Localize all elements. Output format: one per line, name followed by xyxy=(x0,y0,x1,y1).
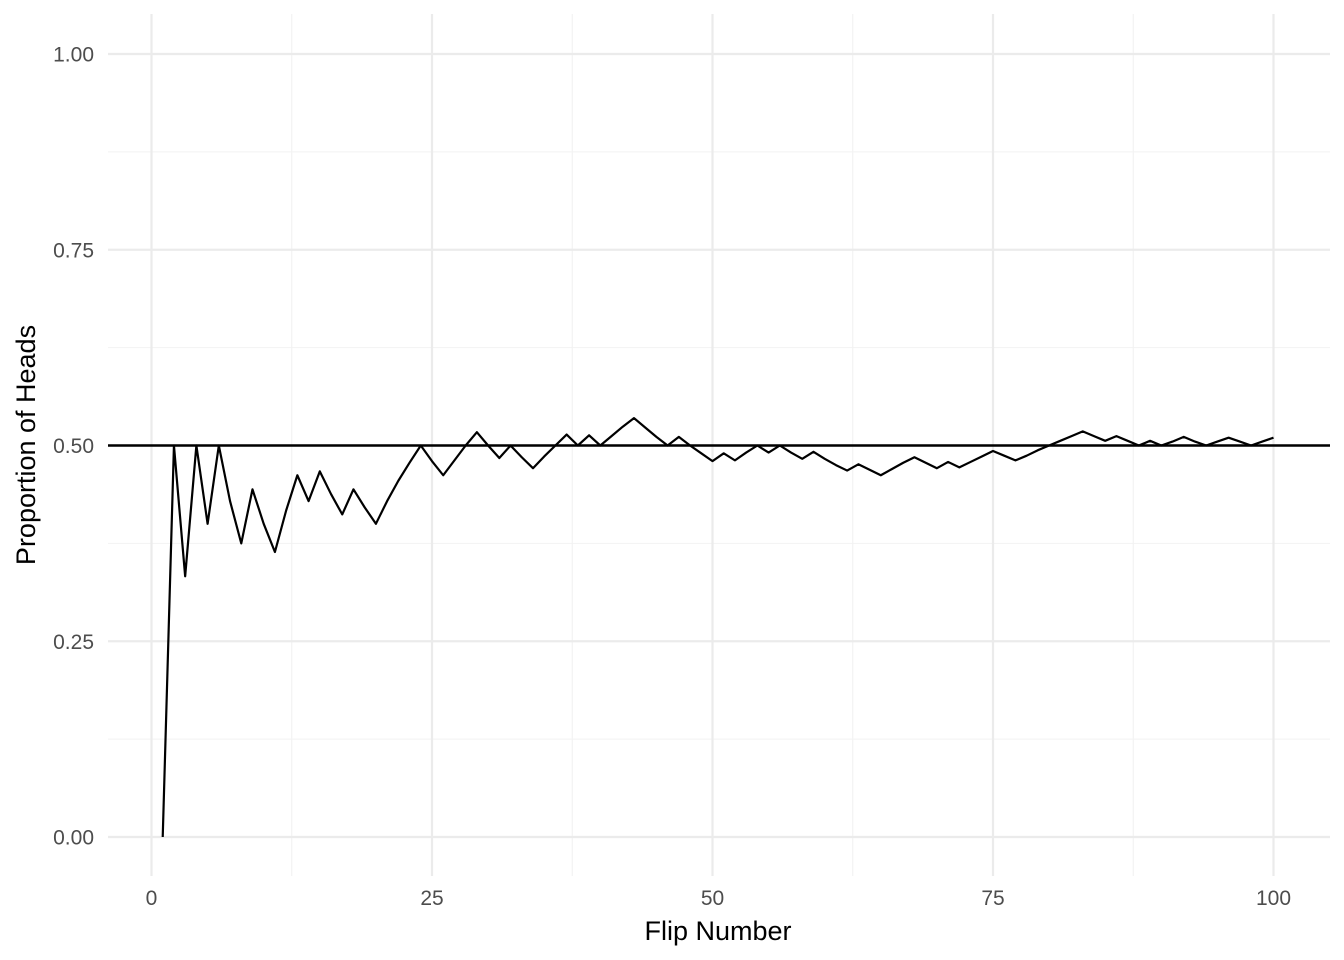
y-tick-label: 0.25 xyxy=(53,631,94,654)
y-tick-label: 1.00 xyxy=(53,44,94,67)
x-tick-label: 50 xyxy=(701,887,724,910)
y-tick-label: 0.75 xyxy=(53,239,94,262)
x-axis-tick-labels: 0 25 50 75 100 xyxy=(146,887,1291,910)
y-axis-tick-labels: 0.00 0.25 0.50 0.75 1.00 xyxy=(53,44,94,850)
proportion-line xyxy=(161,416,1274,838)
y-axis-title: Proportion of Heads xyxy=(11,325,41,565)
y-tick-label: 0.50 xyxy=(53,435,94,458)
x-tick-label: 75 xyxy=(981,887,1004,910)
x-tick-label: 25 xyxy=(420,887,443,910)
x-tick-label: 0 xyxy=(146,887,158,910)
minor-grid-horizontal xyxy=(108,151,1330,740)
series-group xyxy=(161,416,1274,838)
y-tick-label: 0.00 xyxy=(53,827,94,850)
x-tick-label: 100 xyxy=(1256,887,1291,910)
x-axis-title: Flip Number xyxy=(644,916,791,946)
